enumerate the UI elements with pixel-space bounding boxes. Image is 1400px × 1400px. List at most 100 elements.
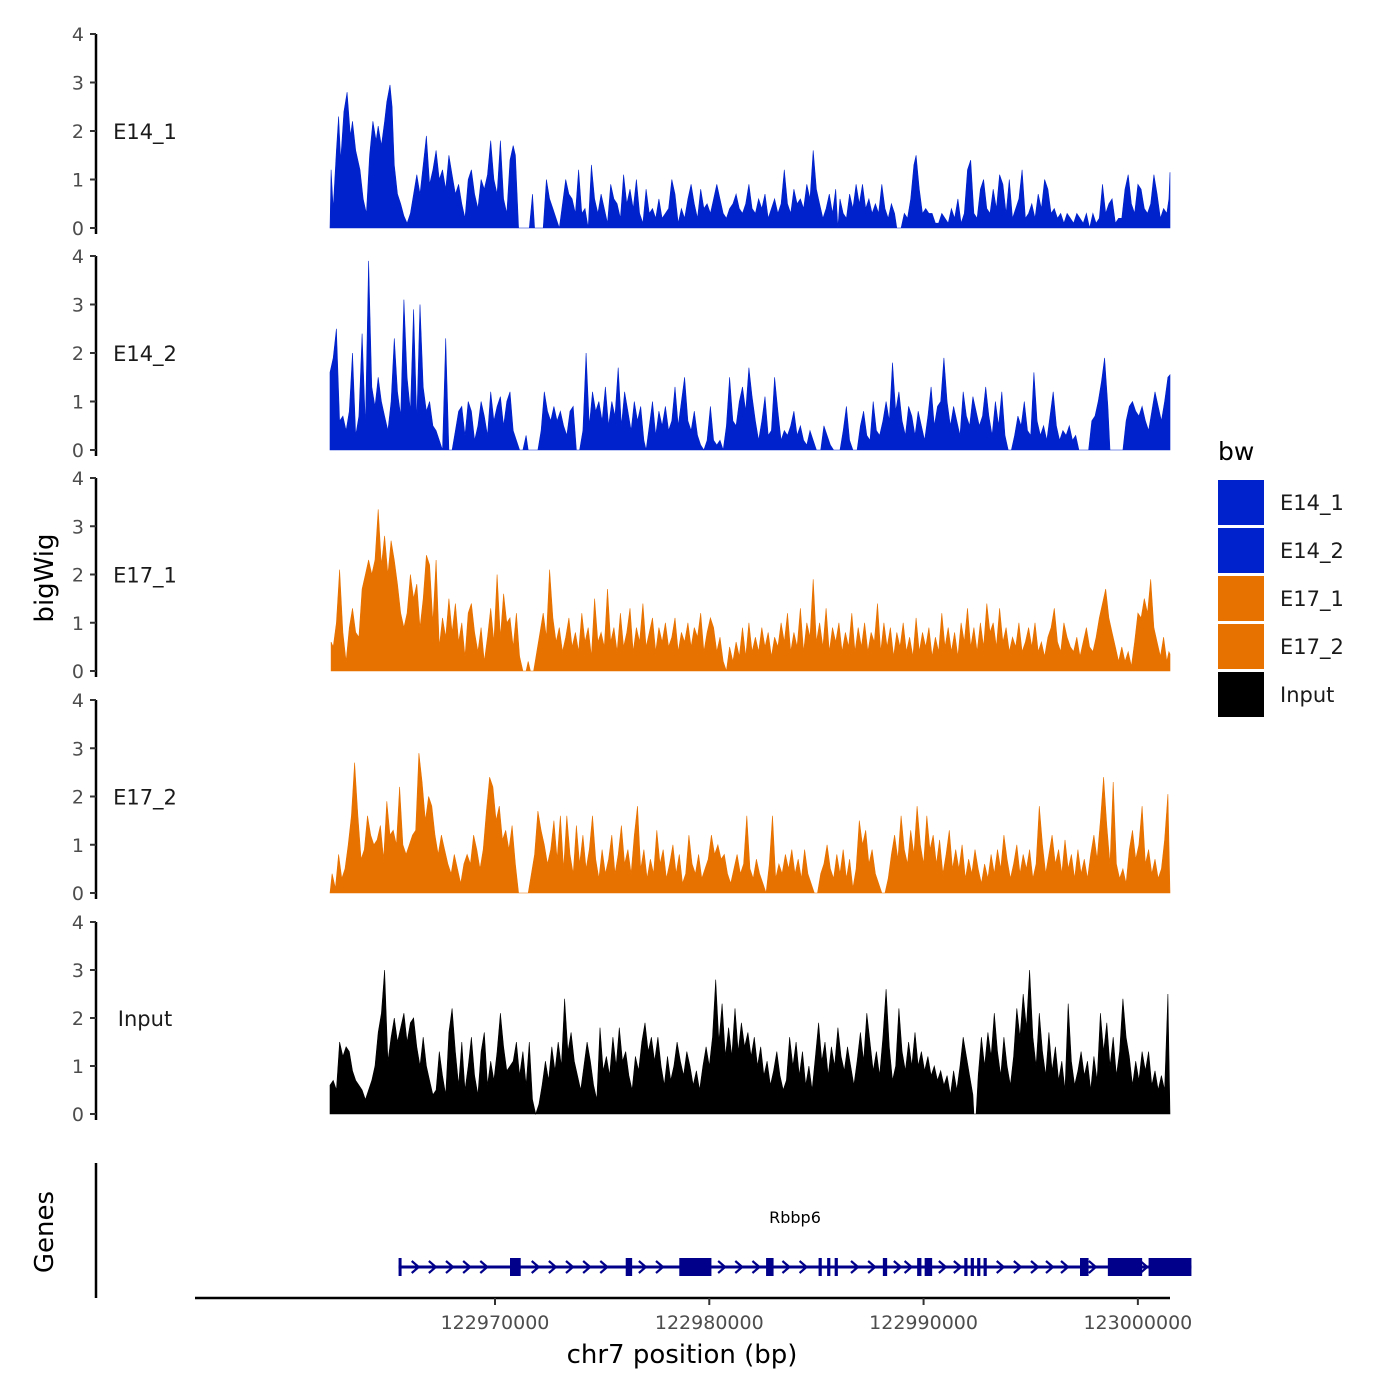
y-tick-label: 2 (72, 565, 84, 587)
gene-exon (510, 1258, 521, 1276)
y-tick-label: 1 (72, 613, 84, 635)
y-tick-label: 4 (72, 690, 84, 712)
strand-arrow-icon (1030, 1260, 1040, 1274)
y-tick-label: 0 (72, 1104, 84, 1126)
area-input (329, 969, 1171, 1116)
legend-swatch-input (1218, 672, 1264, 717)
strand-arrow-icon (938, 1260, 948, 1274)
track-areas (329, 84, 1171, 1116)
x-tick-label: 123000000 (1083, 1312, 1192, 1334)
strand-arrow-icon (428, 1260, 438, 1274)
gene-exon (983, 1258, 987, 1276)
strand-arrow-icon (717, 1260, 727, 1274)
y-tick-label: 0 (72, 218, 84, 240)
y-tick-label: 2 (72, 343, 84, 365)
strand-arrow-icon (548, 1260, 558, 1274)
area-e17-1 (330, 509, 1171, 672)
legend-label-e17-2: E17_2 (1280, 635, 1344, 660)
strand-arrow-icon (751, 1260, 762, 1274)
y-tick-label: 1 (72, 170, 84, 192)
y-tick-label: 1 (72, 1056, 84, 1078)
strand-arrow-icon (734, 1260, 744, 1274)
y-tick-label: 4 (72, 24, 84, 46)
y-tick-label: 1 (72, 835, 84, 857)
legend-swatch-e14-2 (1218, 528, 1264, 573)
legend-title: bw (1218, 437, 1254, 466)
gene-exon (917, 1258, 922, 1276)
y-tick-label: 0 (72, 661, 84, 683)
track-label-e14-2: E14_2 (113, 342, 177, 367)
genes-panel: Genes Rbbp6 (30, 1163, 1192, 1298)
y-tick-label: 3 (72, 960, 84, 982)
y-tick-label: 3 (72, 738, 84, 760)
strand-arrow-icon (462, 1260, 472, 1274)
legend-label-e17-1: E17_1 (1280, 587, 1344, 612)
strand-arrow-icon (1088, 1260, 1098, 1274)
y-tick-label: 2 (72, 1008, 84, 1030)
y-tick-label: 4 (72, 468, 84, 490)
gene-exon (977, 1258, 981, 1276)
y-tick-label: 3 (72, 516, 84, 538)
y-tick-label: 4 (72, 246, 84, 268)
gene-exon (964, 1258, 968, 1276)
gene-exon (1107, 1258, 1143, 1276)
gene-exon (882, 1258, 888, 1276)
track-labels: E14_1 E14_2 E17_1 E17_2 Input (113, 120, 177, 1031)
legend-label-input: Input (1280, 683, 1334, 707)
y-tick-label: 3 (72, 73, 84, 95)
gene-exon (924, 1258, 933, 1276)
gene-exon (827, 1258, 831, 1276)
strand-arrow-icon (953, 1260, 963, 1274)
y-axis-title: bigWig (30, 533, 60, 622)
strand-arrow-icon (893, 1260, 903, 1274)
strand-arrow-icon (1060, 1260, 1070, 1274)
strand-arrow-icon (582, 1260, 592, 1274)
x-tick-label: 122980000 (655, 1312, 764, 1334)
area-e14-2 (329, 260, 1171, 451)
strand-arrow-icon (1139, 1260, 1149, 1274)
strand-arrow-icon (410, 1260, 421, 1274)
gene-exon (766, 1258, 774, 1276)
gene-exon (1080, 1258, 1089, 1276)
track-y-axes: 0 1 2 3 4 0 1 2 3 4 0 1 2 3 4 0 1 2 3 4 0 1 2 3 4 (72, 24, 98, 1126)
track-label-e17-1: E17_1 (113, 564, 177, 589)
gene-exon (834, 1258, 838, 1276)
x-axis: 122970000 122980000 122990000 123000000 chr… (195, 1296, 1192, 1370)
track-label-e17-2: E17_2 (113, 786, 177, 811)
y-tick-label: 1 (72, 392, 84, 414)
strand-arrow-icon (1013, 1260, 1023, 1274)
y-tick-label: 2 (72, 787, 84, 809)
legend-label-e14-1: E14_1 (1280, 491, 1344, 516)
y-tick-label: 4 (72, 912, 84, 934)
y-tick-label: 2 (72, 121, 84, 143)
strand-arrow-icon (599, 1260, 609, 1274)
legend-swatch-e14-1 (1218, 480, 1264, 525)
strand-arrow-icon (1045, 1260, 1055, 1274)
strand-arrow-icon (655, 1260, 665, 1274)
gene-exon (1148, 1258, 1192, 1276)
x-ticks: 122970000 122980000 122990000 123000000 (441, 1298, 1192, 1334)
y-tick-label: 0 (72, 883, 84, 905)
strand-arrow-icon (850, 1260, 860, 1274)
legend-label-e14-2: E14_2 (1280, 539, 1344, 564)
gene-exon (679, 1258, 712, 1276)
track-label-e14-1: E14_1 (113, 120, 177, 145)
strand-arrow-icon (530, 1260, 541, 1274)
legend-swatch-e17-2 (1218, 624, 1264, 669)
y-tick-label: 0 (72, 440, 84, 462)
strand-arrow-icon (903, 1260, 914, 1274)
strand-arrow-icon (638, 1260, 648, 1274)
strand-arrow-icon (995, 1260, 1006, 1274)
gene-model (398, 1258, 1192, 1276)
x-tick-label: 122990000 (869, 1312, 978, 1334)
y-tick-label: 3 (72, 295, 84, 317)
gene-exon (818, 1258, 822, 1276)
gene-exon (970, 1258, 974, 1276)
gene-exon (625, 1258, 633, 1276)
genes-axis-title: Genes (30, 1191, 60, 1273)
legend-swatch-e17-1 (1218, 576, 1264, 621)
area-e14-1 (329, 84, 1171, 229)
track-label-input: Input (118, 1007, 172, 1031)
legend-items: E14_1 E14_2 E17_1 E17_2 Input (1218, 480, 1344, 717)
